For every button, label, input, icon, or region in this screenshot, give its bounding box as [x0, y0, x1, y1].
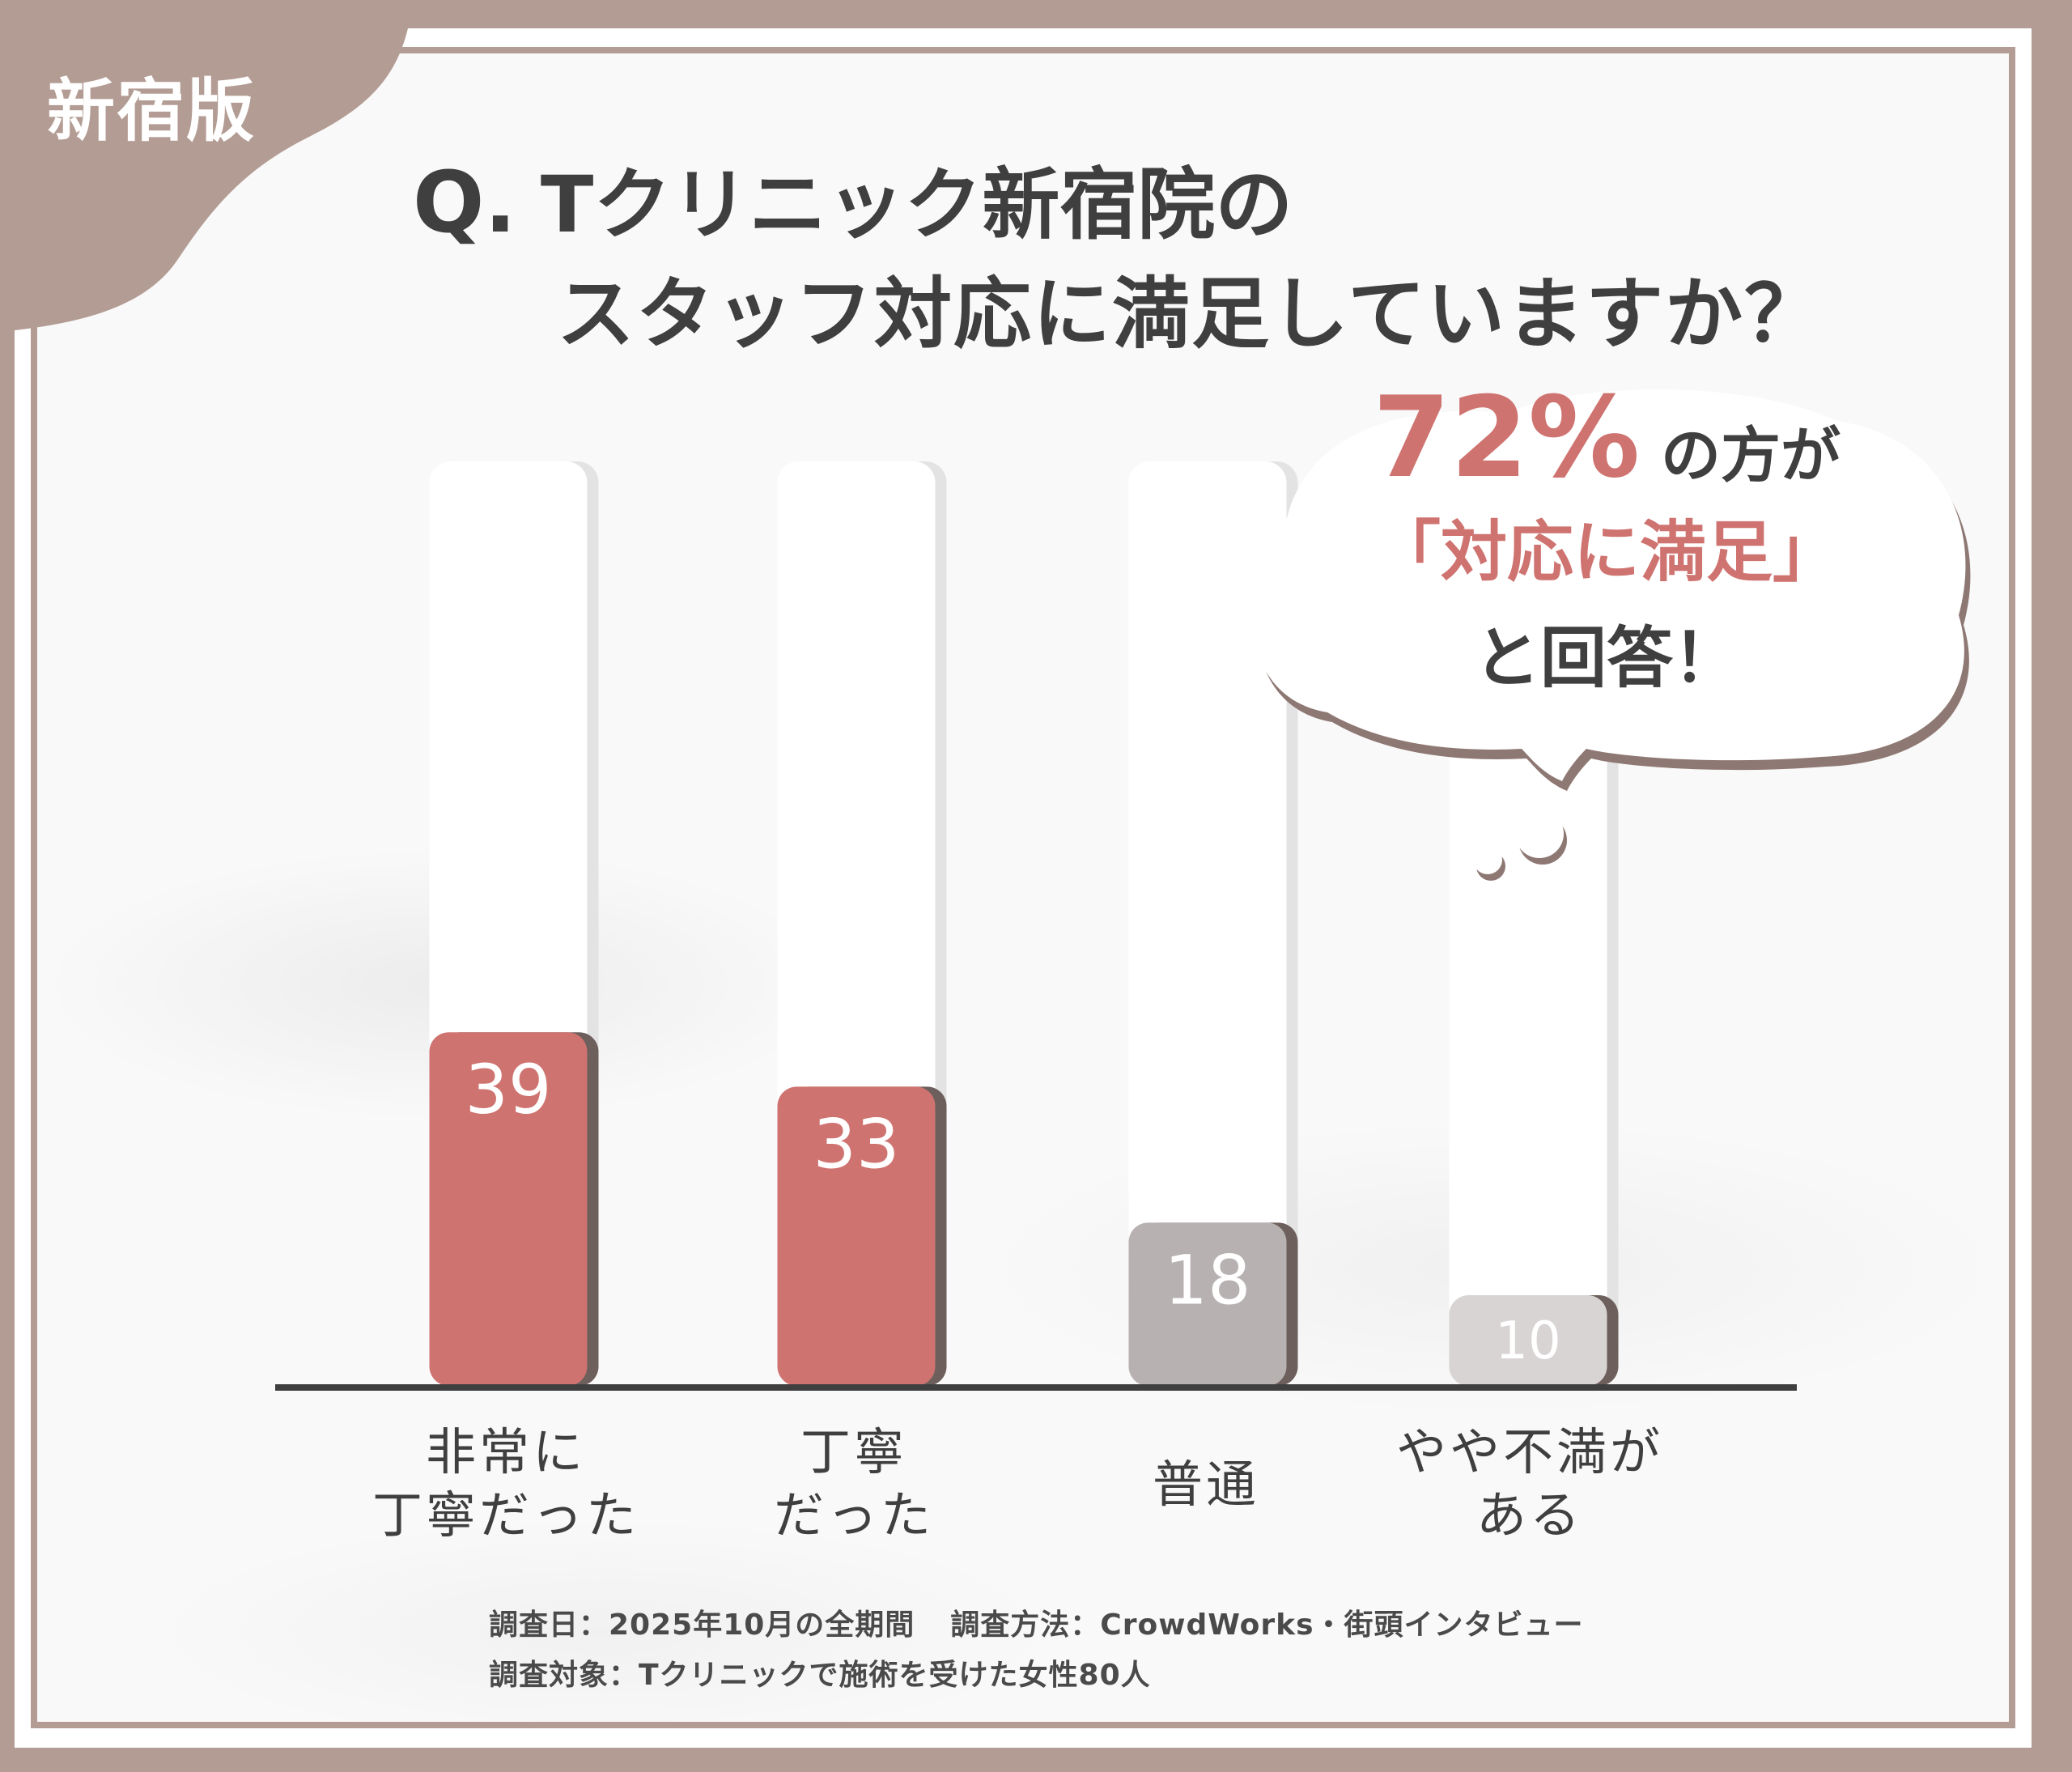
callout-highlight: 「対応に満足」: [1374, 514, 1839, 591]
bubble-tail-dot: [1515, 810, 1564, 858]
bar: [1449, 1295, 1607, 1386]
region-badge: 新宿版: [47, 71, 257, 151]
bar: [777, 1086, 936, 1386]
question-line-1: Tクリニック新宿院の: [540, 159, 1293, 250]
callout-text: 72% の方が 「対応に満足」 と回答！: [1242, 372, 1971, 700]
category-label-slightly-unsatisfied: やや不満が ある: [1395, 1422, 1663, 1545]
bar-value-label: 18: [1165, 1240, 1251, 1319]
question-marker: Q.: [413, 153, 516, 252]
x-axis-baseline: [275, 1384, 1797, 1391]
survey-method: 調査方法：CrowdWorks・街頭インタビュー: [950, 1608, 1584, 1642]
category-label-polite: 丁寧 だった: [773, 1422, 934, 1545]
corner-tab: [0, 0, 413, 332]
bubble-tail-dot: [1473, 845, 1502, 874]
category-label-normal: 普通: [1152, 1455, 1259, 1514]
survey-target: 調査対象：Tクリニックで施術を受けた女性80人: [489, 1659, 1151, 1692]
question-line-2: スタッフ対応に満足していますか？: [557, 269, 1824, 359]
inner-frame: [31, 47, 2015, 1728]
bar-track: [1128, 461, 1287, 1386]
question-title: Q. Tクリニック新宿院の: [413, 142, 1293, 254]
category-label-very-polite: 非常に 丁寧だった: [372, 1422, 639, 1545]
bar-value-label: 10: [1495, 1311, 1560, 1371]
bar-value-label: 33: [813, 1104, 900, 1183]
callout-percent: 72%: [1372, 372, 1641, 503]
callout-ending: と回答！: [1473, 620, 1739, 697]
callout-suffix: の方が: [1661, 421, 1841, 491]
footnote-line-1: 調査日：2025年10月の全期間 調査方法：CrowdWorks・街頭インタビュー: [489, 1601, 1584, 1643]
speech-bubble-body: [1251, 389, 1966, 781]
speech-bubble: [1251, 389, 1971, 791]
bar: [429, 1032, 588, 1386]
survey-date: 調査日：2025年10月の全期間: [489, 1608, 915, 1642]
bar: [1128, 1222, 1287, 1386]
bar-value-label: 39: [465, 1050, 552, 1129]
